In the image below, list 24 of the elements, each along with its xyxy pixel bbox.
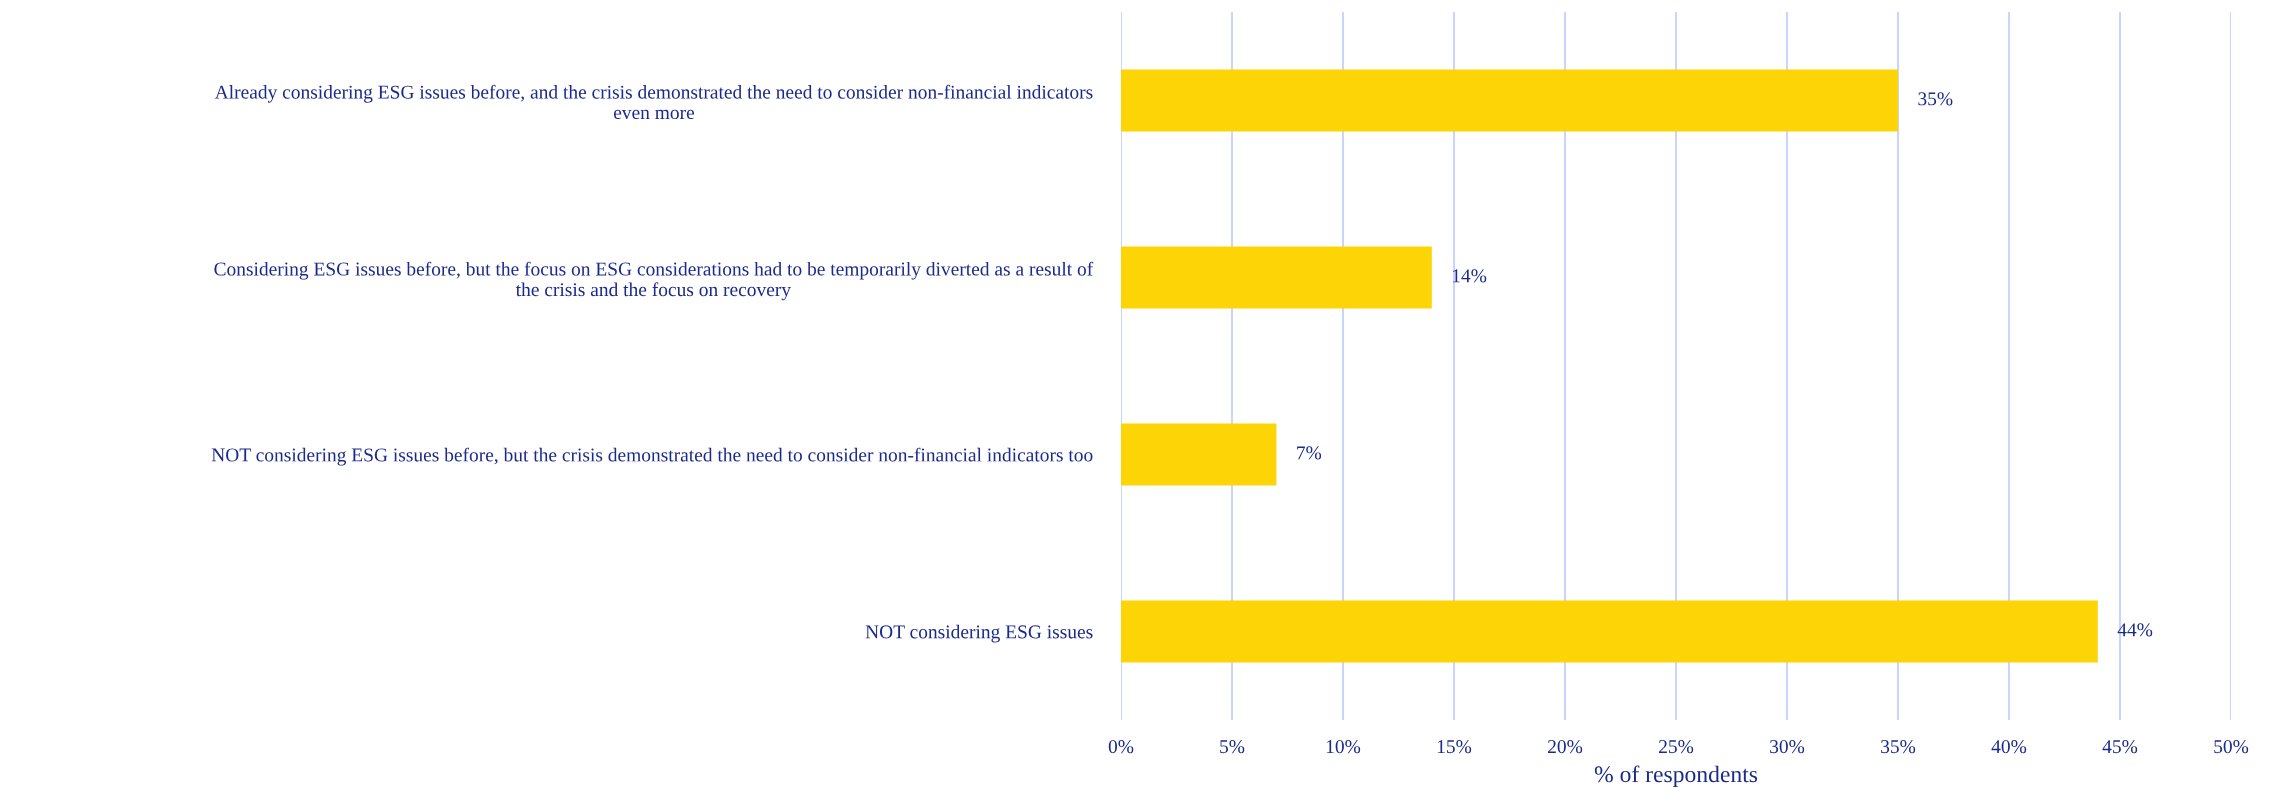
data-label: 14% [1452,269,1487,283]
x-tick-label: 20% [1548,740,1583,754]
data-label: 44% [2117,623,2153,637]
x-tick-label: 0% [1108,740,1134,754]
x-tick-label: 25% [1659,740,1694,754]
x-tick-label: 40% [1991,740,2027,754]
x-tick-label: 10% [1326,740,1361,754]
data-label: 35% [1918,92,1953,106]
x-tick-label: 30% [1770,740,1805,754]
bar [1121,69,1898,132]
data-label: 7% [1297,446,1322,460]
x-tick-label: 5% [1220,740,1245,754]
bar [1121,246,1432,309]
x-tick-label: 35% [1881,740,1916,754]
y-tick-label: NOT considering ESG issues before, but the crisis demonstrated the need to consider non-financial indicators too [211,447,1093,466]
x-axis-title: % of respondents [1594,765,1758,788]
x-tick-label: 15% [1437,740,1472,754]
bar [1121,423,1277,486]
bar [1121,600,2098,663]
y-tick-label: Already considering ESG issues before, and the crisis demonstrated the need to consider non-financial indicators even more [214,84,1093,120]
y-tick-label: Considering ESG issues before, but the focus on ESG considerations had to be temporarily diverted as a result of the crisis and the focus on recovery [214,261,1094,301]
x-tick-label: 50% [2214,740,2249,754]
x-tick-label: 45% [2102,740,2138,754]
y-tick-label: NOT considering ESG issues [865,624,1093,643]
